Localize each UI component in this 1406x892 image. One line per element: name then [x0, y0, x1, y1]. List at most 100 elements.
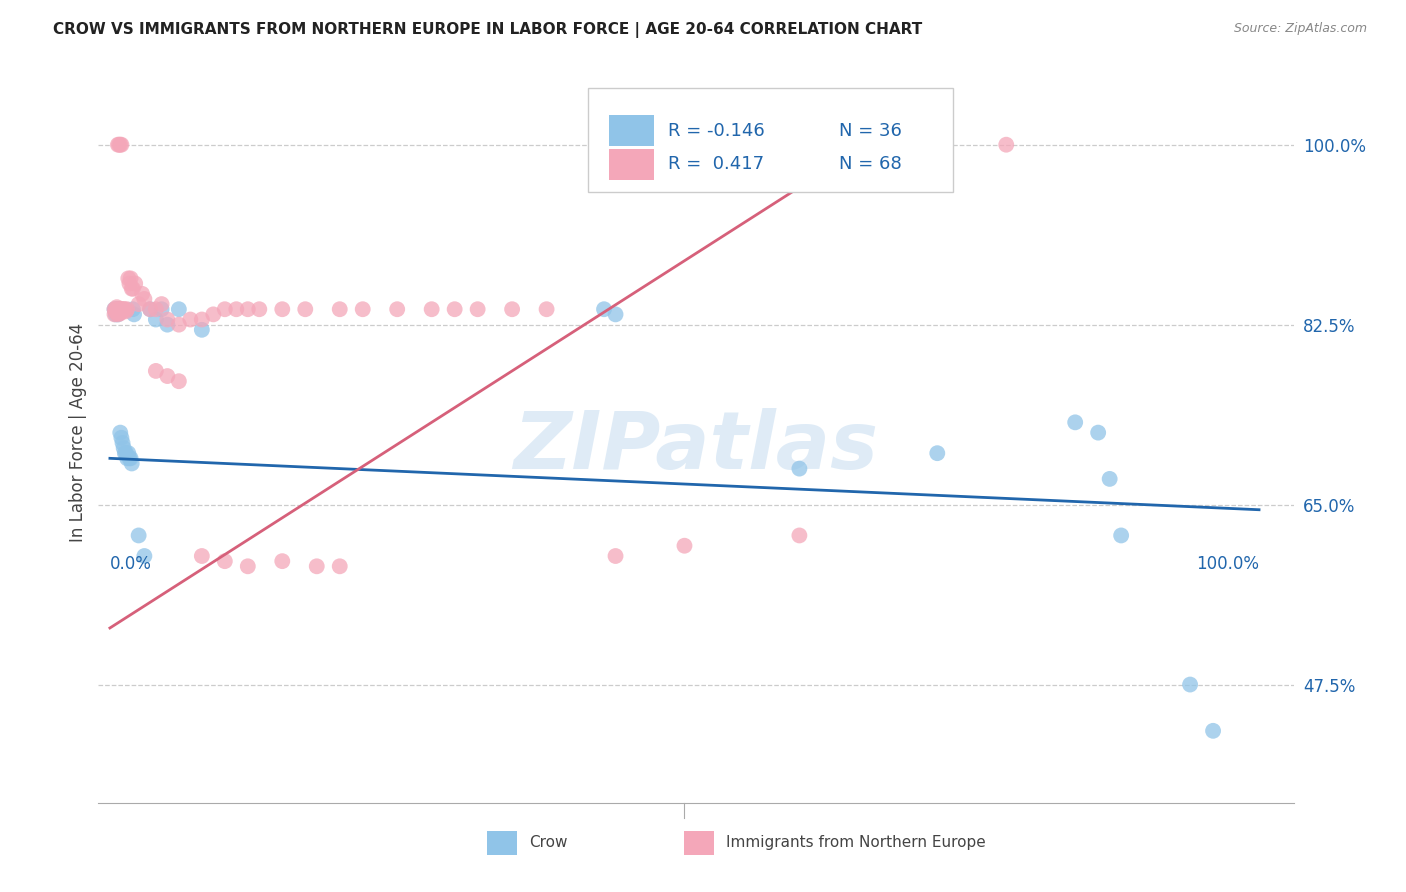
Text: ZIPatlas: ZIPatlas [513, 409, 879, 486]
Point [128, 528, 150, 542]
Point [115, 446, 138, 460]
Point [110, 425, 132, 440]
Text: 100.0%: 100.0% [1197, 555, 1258, 573]
Point [443, 302, 465, 317]
Point [247, 302, 270, 317]
Point [107, 302, 129, 317]
Text: Immigrants from Northern Europe: Immigrants from Northern Europe [725, 835, 986, 850]
Point [1098, 472, 1121, 486]
Point [110, 137, 132, 152]
Point [110, 302, 132, 317]
Point [536, 302, 558, 317]
Point [118, 277, 141, 291]
Point [294, 302, 316, 317]
Text: R = -0.146: R = -0.146 [668, 121, 765, 139]
Bar [486, 831, 517, 855]
Point [134, 549, 156, 563]
Point [789, 528, 811, 542]
Point [191, 549, 214, 563]
Point [117, 446, 139, 460]
Text: CROW VS IMMIGRANTS FROM NORTHERN EUROPE IN LABOR FORCE | AGE 20-64 CORRELATION C: CROW VS IMMIGRANTS FROM NORTHERN EUROPE … [53, 22, 922, 38]
Point [121, 282, 143, 296]
Bar [685, 831, 714, 855]
Point [167, 374, 190, 388]
Text: Crow: Crow [529, 835, 567, 850]
Point [128, 297, 150, 311]
Point [121, 457, 143, 471]
Point [115, 302, 138, 317]
Point [593, 302, 616, 317]
Point [120, 451, 142, 466]
Point [214, 302, 236, 317]
Point [120, 271, 142, 285]
Point [501, 302, 523, 317]
FancyBboxPatch shape [589, 88, 953, 192]
Point [110, 137, 132, 152]
Point [167, 302, 190, 317]
Point [1109, 528, 1132, 542]
Point [139, 302, 162, 317]
Point [114, 446, 136, 460]
Point [156, 312, 179, 326]
Point [179, 312, 201, 326]
Point [122, 302, 145, 317]
Point [202, 307, 225, 321]
Point [927, 446, 949, 460]
Point [122, 282, 145, 296]
Point [145, 364, 167, 378]
Point [134, 292, 156, 306]
Point [107, 137, 129, 152]
Bar [609, 115, 654, 146]
Point [605, 549, 627, 563]
Point [605, 307, 627, 321]
Point [103, 302, 125, 317]
Point [167, 318, 190, 332]
Point [329, 302, 352, 317]
Point [271, 554, 294, 568]
Point [111, 436, 134, 450]
Point [108, 302, 131, 317]
Text: N = 36: N = 36 [839, 121, 903, 139]
Point [995, 137, 1018, 152]
Point [139, 302, 162, 317]
Point [150, 297, 173, 311]
Point [271, 302, 294, 317]
Point [789, 461, 811, 475]
Point [105, 306, 128, 320]
Point [112, 302, 135, 317]
Y-axis label: In Labor Force | Age 20-64: In Labor Force | Age 20-64 [69, 323, 87, 542]
Point [214, 554, 236, 568]
Text: 0.0%: 0.0% [110, 555, 152, 573]
Point [467, 302, 489, 317]
Point [111, 302, 134, 317]
Point [122, 307, 145, 321]
Point [105, 302, 128, 317]
Point [1202, 723, 1225, 738]
Point [305, 559, 328, 574]
Point [105, 300, 128, 314]
Point [108, 137, 131, 152]
Point [112, 441, 135, 455]
Point [117, 271, 139, 285]
Point [107, 307, 129, 321]
Point [115, 304, 138, 318]
Point [118, 451, 141, 466]
Point [145, 312, 167, 326]
Point [191, 323, 214, 337]
Point [420, 302, 443, 317]
Bar [609, 149, 654, 180]
Point [104, 307, 127, 321]
Point [108, 302, 131, 317]
Text: N = 68: N = 68 [839, 155, 903, 173]
Point [329, 559, 352, 574]
Point [156, 369, 179, 384]
Point [114, 302, 136, 317]
Point [352, 302, 374, 317]
Point [104, 304, 127, 318]
Point [107, 307, 129, 321]
Point [110, 304, 132, 318]
Point [673, 539, 696, 553]
Point [236, 302, 259, 317]
Point [385, 302, 409, 317]
Point [150, 302, 173, 317]
